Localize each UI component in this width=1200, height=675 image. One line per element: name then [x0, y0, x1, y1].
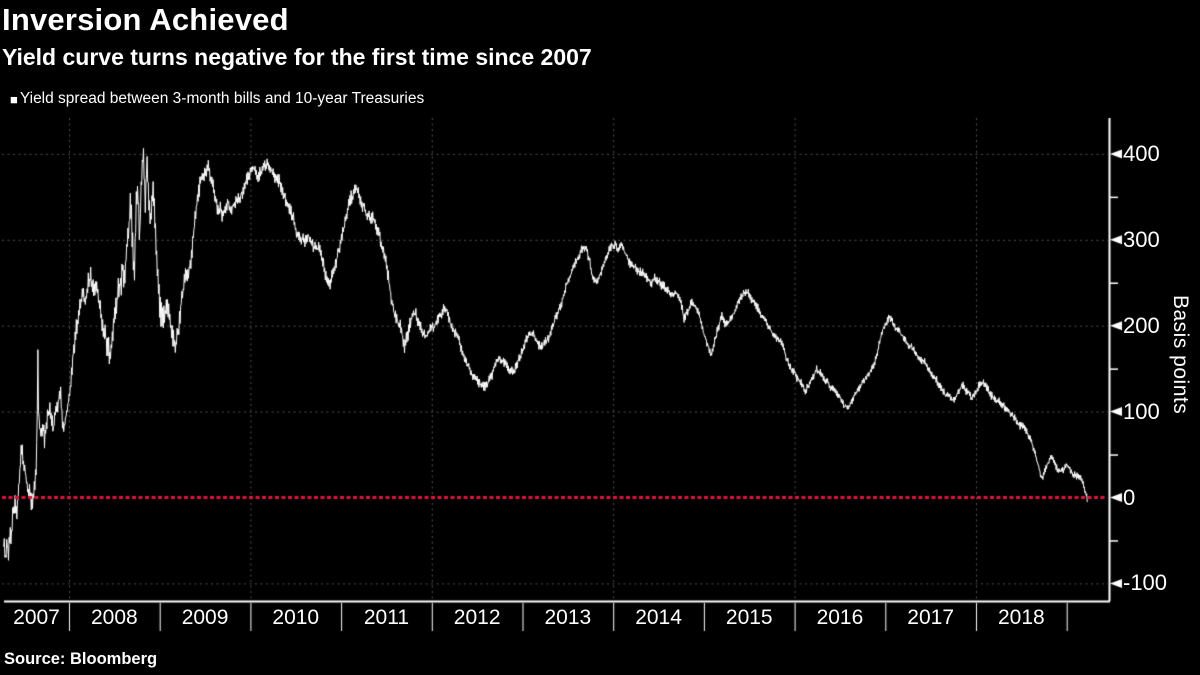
x-axis-tick-label: 2015 [725, 606, 773, 629]
page-title: Inversion Achieved [2, 2, 289, 37]
x-axis-tick-label: 2018 [997, 606, 1045, 629]
x-axis-tick-label: 2012 [453, 606, 501, 629]
y-axis-tick-label: 100 [1123, 398, 1160, 424]
legend: ■ Yield spread between 3-month bills and… [10, 90, 424, 108]
y-axis-tick-label: 400 [1123, 140, 1160, 166]
x-axis-tick-label: 2013 [544, 606, 592, 629]
source-label: Source: Bloomberg [4, 650, 158, 668]
x-axis-tick-label: 2011 [363, 606, 410, 629]
y-axis-tick-label: 0 [1123, 484, 1136, 510]
x-axis-tick-label: 2007 [13, 606, 60, 629]
x-axis-tick-label: 2009 [181, 606, 229, 629]
x-axis-tick-label: 2014 [635, 606, 682, 629]
y-axis-title: Basis points [1169, 295, 1192, 415]
legend-square-marker-icon: ■ [10, 91, 18, 107]
y-axis-tick-label: -100 [1123, 570, 1168, 596]
x-axis-tick-label: 2010 [272, 606, 320, 629]
y-axis-tick-label: 200 [1123, 312, 1160, 338]
y-axis-tick-label: 300 [1123, 226, 1160, 252]
x-axis-tick-label: 2016 [816, 606, 864, 629]
x-axis-tick-label: 2017 [907, 606, 954, 629]
page-subtitle: Yield curve turns negative for the first… [2, 44, 592, 70]
legend-label: Yield spread between 3-month bills and 1… [19, 90, 425, 107]
x-axis-tick-label: 2008 [90, 606, 138, 629]
